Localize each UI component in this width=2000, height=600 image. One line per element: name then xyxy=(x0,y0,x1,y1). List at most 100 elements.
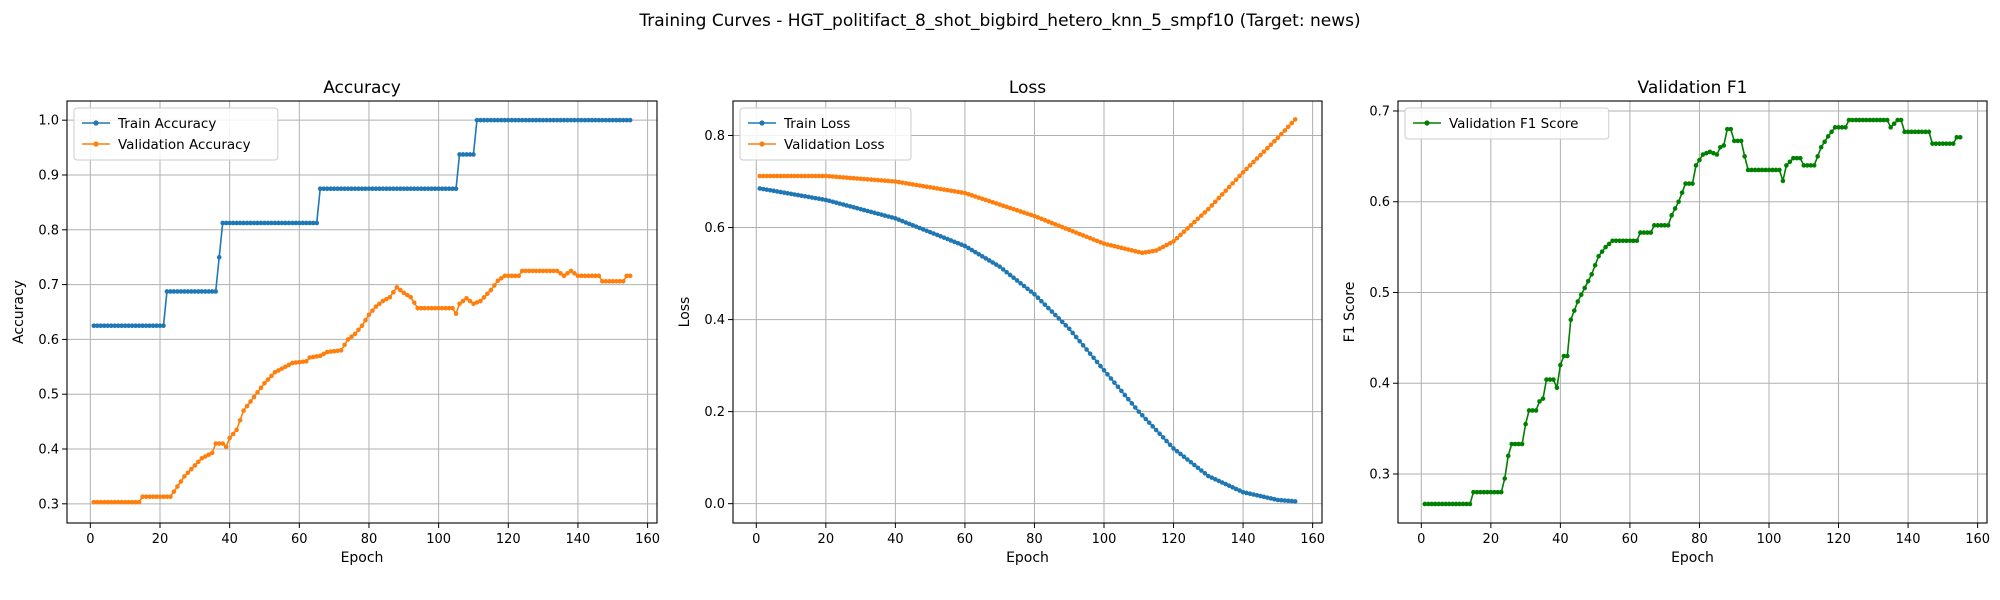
loss-validation-loss-point xyxy=(1265,145,1270,151)
loss-train-loss-point xyxy=(1268,496,1274,501)
loss-train-loss-point xyxy=(806,194,811,200)
loss-train-loss-point xyxy=(1039,298,1044,304)
validation-f1-validation-f1-score-point xyxy=(1669,213,1674,218)
validation-f1-validation-f1-score-point xyxy=(1613,238,1619,244)
accuracy-ytick-label: 0.4 xyxy=(38,443,59,458)
loss-validation-loss-point xyxy=(840,175,846,180)
accuracy-legend-marker xyxy=(93,120,99,126)
accuracy-validation-accuracy-point xyxy=(234,427,239,433)
loss-validation-loss-point xyxy=(948,188,954,194)
accuracy-validation-accuracy-point xyxy=(464,296,469,301)
loss-validation-loss-point xyxy=(809,173,815,179)
loss-validation-loss-point xyxy=(1080,233,1086,238)
validation-f1-validation-f1-score-point xyxy=(1836,125,1841,130)
loss-train-loss-point xyxy=(976,251,982,257)
validation-f1-validation-f1-score-point xyxy=(1471,489,1476,495)
validation-f1-validation-f1-score-point xyxy=(1603,244,1608,250)
accuracy-validation-accuracy-point xyxy=(199,456,205,461)
accuracy-train-accuracy-point xyxy=(439,186,445,191)
loss-train-loss-point xyxy=(1206,473,1211,479)
validation-f1-validation-f1-score-point xyxy=(1578,292,1584,298)
loss-train-loss-point xyxy=(851,205,856,210)
validation-f1-validation-f1-score-point xyxy=(1867,117,1873,123)
accuracy-validation-accuracy-point xyxy=(533,268,539,274)
loss-train-loss-point xyxy=(1070,330,1075,336)
loss-validation-loss-point xyxy=(820,173,825,179)
accuracy-train-accuracy-point xyxy=(401,186,407,191)
accuracy-validation-accuracy-point xyxy=(286,362,292,368)
validation-f1-validation-f1-score-point xyxy=(1825,134,1831,139)
accuracy-train-accuracy-point xyxy=(331,186,337,191)
accuracy-train-accuracy-point xyxy=(443,186,448,191)
loss-train-loss-point xyxy=(1164,438,1169,444)
accuracy-validation-accuracy-point xyxy=(122,499,128,505)
accuracy-train-accuracy-point xyxy=(91,323,97,329)
loss-validation-loss-point xyxy=(1059,224,1065,230)
validation-f1-validation-f1-score-point xyxy=(1662,223,1667,228)
accuracy-validation-accuracy-point xyxy=(373,304,379,309)
validation-f1-xtick-label: 140 xyxy=(1896,532,1921,547)
accuracy-train-accuracy-point xyxy=(377,186,382,191)
loss-train-loss-point xyxy=(1046,305,1051,311)
validation-f1-validation-f1-score-point xyxy=(1801,163,1807,168)
accuracy-validation-accuracy-point xyxy=(450,305,455,311)
loss-validation-loss-point xyxy=(917,183,923,188)
loss-validation-loss-point xyxy=(1139,250,1145,256)
loss-train-loss-point xyxy=(809,195,815,200)
loss-train-loss-point xyxy=(771,188,776,194)
loss-validation-loss-point xyxy=(1226,184,1232,190)
accuracy-validation-accuracy-point xyxy=(432,305,438,311)
validation-f1-validation-f1-score-point xyxy=(1843,125,1848,130)
loss-validation-loss-point xyxy=(1258,152,1263,158)
accuracy-xtick-label: 80 xyxy=(361,532,378,547)
validation-f1-validation-f1-score-point xyxy=(1871,117,1876,123)
accuracy-xtick-label: 20 xyxy=(152,532,169,547)
validation-f1-series-validation-f1-score xyxy=(1422,117,1963,507)
loss-validation-loss-point xyxy=(1101,241,1107,246)
loss-validation-loss-point xyxy=(1178,232,1183,238)
validation-f1-validation-f1-score-point xyxy=(1620,238,1626,244)
accuracy-validation-accuracy-point xyxy=(356,327,361,333)
loss-validation-loss-point xyxy=(1268,142,1274,148)
accuracy-train-accuracy-point xyxy=(321,186,326,191)
accuracy-train-accuracy-point xyxy=(436,186,441,191)
accuracy-validation-accuracy-point xyxy=(568,268,574,274)
validation-f1-validation-f1-score-point xyxy=(1749,167,1754,173)
accuracy-validation-accuracy-point xyxy=(589,273,595,279)
validation-f1-validation-f1-score-point xyxy=(1523,421,1528,427)
loss-train-loss-point xyxy=(1101,367,1107,373)
accuracy-train-accuracy-point xyxy=(411,186,417,191)
validation-f1-validation-f1-score-point xyxy=(1589,272,1594,277)
loss-validation-loss-point xyxy=(920,183,926,189)
loss-train-loss-point xyxy=(1132,405,1138,410)
loss-train-loss-point xyxy=(1094,359,1100,365)
loss-train-loss-point xyxy=(1087,351,1093,356)
accuracy-ytick-label: 0.3 xyxy=(38,497,59,512)
loss-validation-loss-point xyxy=(1216,195,1222,201)
validation-f1-validation-f1-score-point xyxy=(1693,163,1699,168)
loss-train-loss-point xyxy=(983,256,989,261)
accuracy-validation-accuracy-point xyxy=(488,287,494,293)
accuracy-validation-accuracy-point xyxy=(293,360,299,365)
accuracy-validation-accuracy-point xyxy=(307,355,313,360)
accuracy-validation-accuracy-point xyxy=(565,271,570,276)
loss-train-loss-point xyxy=(1195,465,1201,471)
loss-train-loss-point xyxy=(941,235,947,240)
loss-train-loss-point xyxy=(1056,316,1062,321)
accuracy-validation-accuracy-point xyxy=(474,300,480,305)
loss-validation-loss-point xyxy=(854,176,860,181)
accuracy-train-accuracy-point xyxy=(429,186,434,191)
accuracy-train-accuracy-point xyxy=(464,152,469,157)
accuracy-validation-accuracy-point xyxy=(558,271,563,276)
accuracy-panel: 0 20 40 60 80 100 120 140 160 0.3 0.4 0.5 0.6 0.7 0.8 0… xyxy=(11,78,660,566)
accuracy-train-accuracy-point xyxy=(248,220,253,226)
accuracy-validation-accuracy-point xyxy=(321,351,326,357)
validation-f1-validation-f1-score-point xyxy=(1714,152,1720,157)
loss-validation-loss-point xyxy=(795,173,801,179)
loss-xtick-label: 60 xyxy=(957,532,974,547)
loss-validation-loss-point xyxy=(1073,230,1079,235)
accuracy-validation-accuracy-point xyxy=(133,499,138,505)
loss-train-loss-point xyxy=(1209,475,1215,480)
validation-f1-validation-f1-score-point xyxy=(1832,125,1838,130)
accuracy-train-accuracy-point xyxy=(300,220,306,226)
